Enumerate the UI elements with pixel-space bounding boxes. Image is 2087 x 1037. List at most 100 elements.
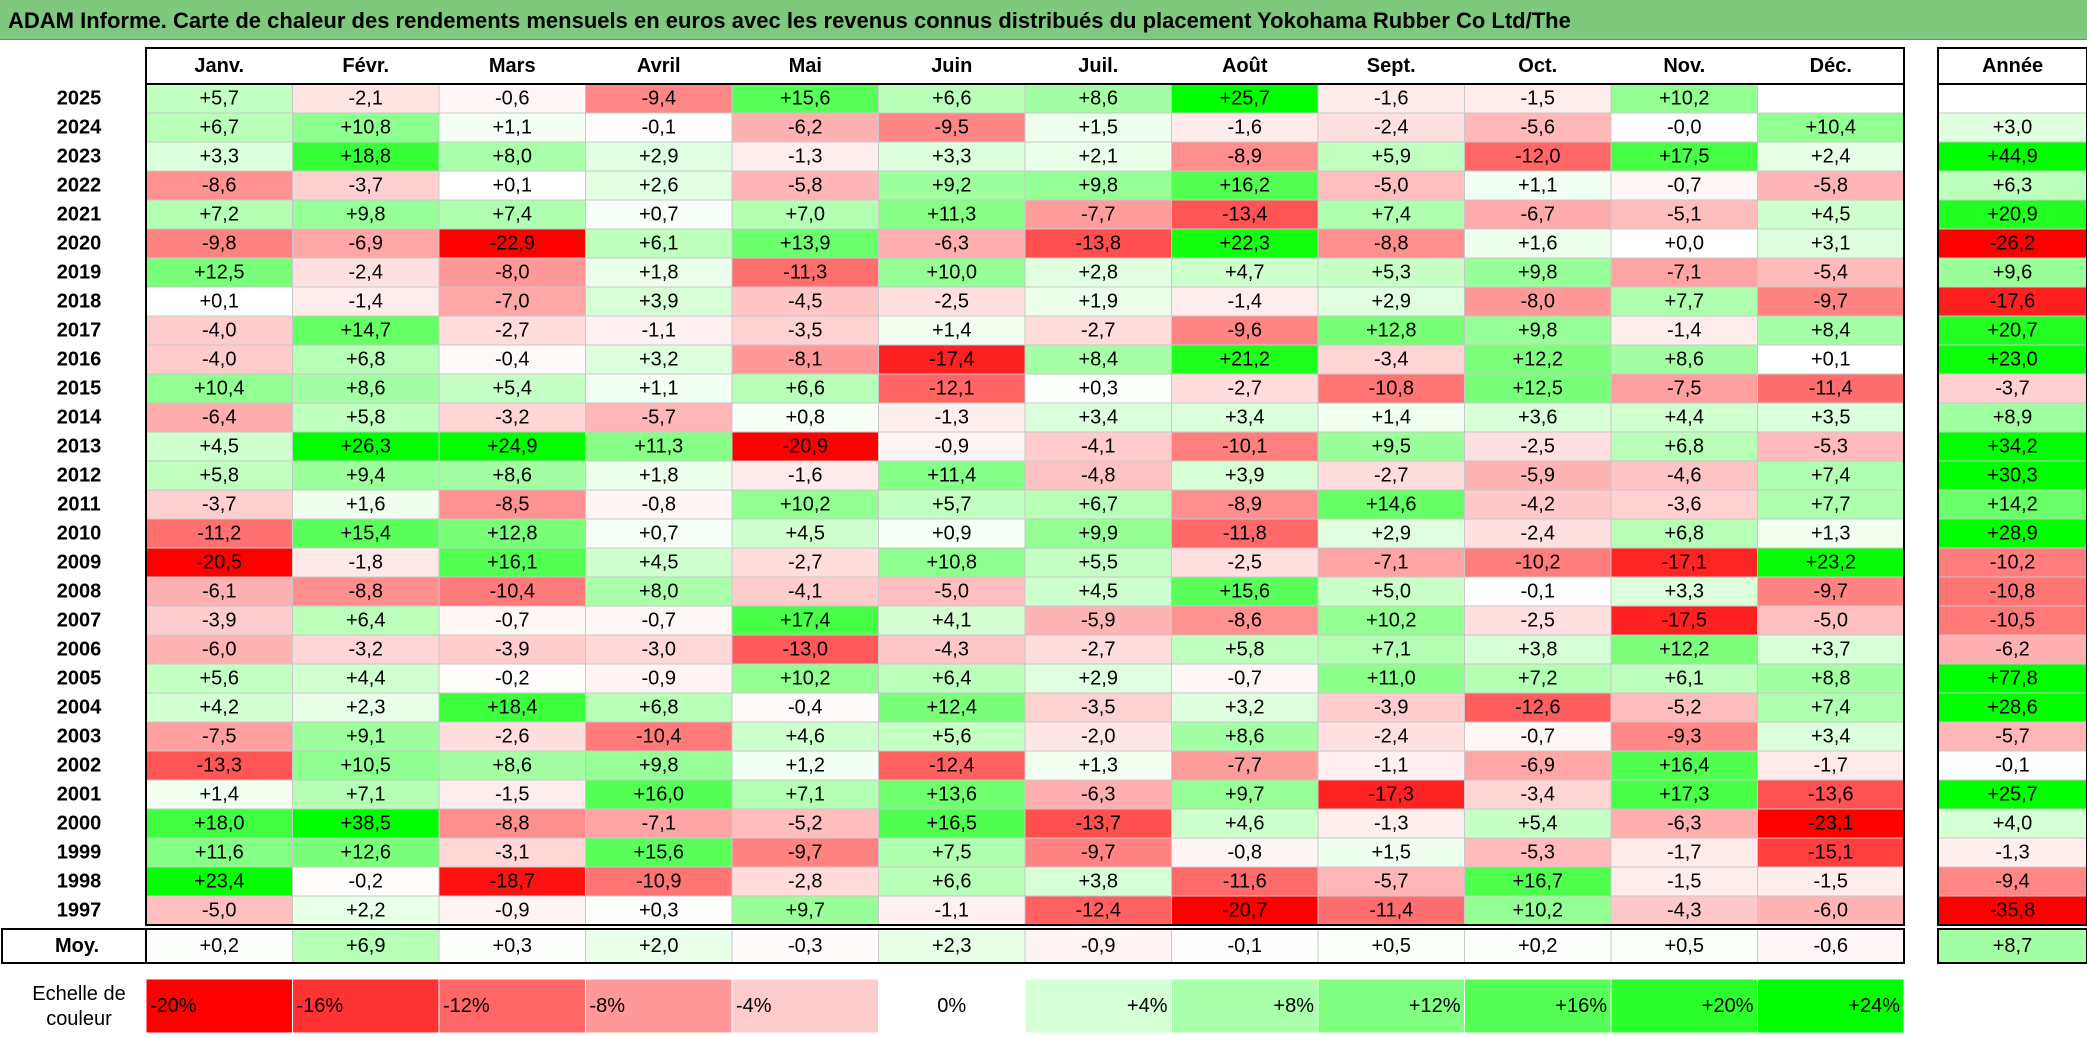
- heatmap-cell: [1171, 605, 1319, 636]
- cell-value: +9,4: [346, 465, 385, 487]
- cell-value: -12,0: [1515, 146, 1561, 168]
- cell-value: -0,1: [1521, 581, 1555, 603]
- average-row-label: Moy.: [55, 935, 99, 957]
- annual-value: +6,3: [1993, 175, 2032, 197]
- cell-value: +8,4: [1079, 349, 1118, 371]
- cell-value: -6,0: [202, 639, 236, 661]
- heatmap-cell: [1171, 750, 1319, 781]
- cell-value: +3,9: [639, 291, 678, 313]
- cell-value: -3,2: [349, 639, 383, 661]
- cell-value: +1,3: [1079, 755, 1118, 777]
- cell-value: -5,0: [935, 581, 969, 603]
- cell-value: +24,9: [487, 436, 538, 458]
- cell-value: +16,1: [487, 552, 538, 574]
- cell-value: +9,8: [1518, 320, 1557, 342]
- heatmap-cell: [878, 605, 1026, 636]
- heatmap-cell: [1317, 170, 1465, 201]
- annual-cell: [1937, 460, 2087, 491]
- cell-value: +7,4: [1372, 204, 1411, 226]
- cell-value: -8,0: [1521, 291, 1555, 313]
- average-cell: [1024, 928, 1172, 964]
- year-label-2012: 2012: [57, 465, 102, 487]
- cell-value: +23,4: [194, 871, 245, 893]
- average-annual-cell: [1937, 928, 2087, 964]
- cell-value: +4,7: [1225, 262, 1264, 284]
- cell-value: -17,1: [1661, 552, 1707, 574]
- cell-value: +5,0: [1372, 581, 1411, 603]
- cell-value: +8,6: [1665, 349, 1704, 371]
- cell-value: +23,2: [1805, 552, 1856, 574]
- cell-value: -3,9: [495, 639, 529, 661]
- cell-value: +8,6: [1225, 726, 1264, 748]
- cell-value: -6,9: [349, 233, 383, 255]
- annual-value: +28,6: [1987, 697, 2038, 719]
- cell-value: +18,4: [487, 697, 538, 719]
- heatmap-cell: [145, 808, 293, 839]
- cell-value: -8,5: [495, 494, 529, 516]
- cell-value: +13,6: [926, 784, 977, 806]
- year-label-2013: 2013: [57, 436, 102, 458]
- heatmap-cell: [1757, 170, 1905, 201]
- cell-value: -1,7: [1667, 842, 1701, 864]
- heatmap-cell: [731, 547, 879, 578]
- heatmap-cell: [878, 518, 1026, 549]
- cell-value: +8,8: [1811, 668, 1850, 690]
- annual-cell: [1937, 402, 2087, 433]
- heatmap-cell: [145, 228, 293, 259]
- color-scale-swatch: [1464, 978, 1612, 1034]
- cell-value: -0,9: [935, 436, 969, 458]
- cell-value: -5,2: [1667, 697, 1701, 719]
- cell-value: +6,6: [932, 88, 971, 110]
- heatmap-cell: [878, 808, 1026, 839]
- color-scale-swatch: [731, 978, 879, 1034]
- cell-value: -17,3: [1368, 784, 1414, 806]
- heatmap-cell: [1171, 315, 1319, 346]
- annual-cell: [1937, 895, 2087, 926]
- cell-value: -11,2: [197, 523, 241, 545]
- average-value: +0,3: [493, 935, 532, 957]
- annual-value: -9,4: [1995, 871, 2029, 893]
- cell-value: -5,0: [1814, 610, 1848, 632]
- year-label-2001: 2001: [57, 784, 102, 806]
- cell-value: -1,5: [1667, 871, 1701, 893]
- heatmap-cell: [731, 431, 879, 462]
- cell-value: -9,7: [1081, 842, 1115, 864]
- cell-value: -1,6: [1228, 117, 1262, 139]
- cell-value: -6,3: [1081, 784, 1115, 806]
- annual-cell: [1937, 83, 2087, 114]
- cell-value: -3,6: [1667, 494, 1701, 516]
- heatmap-cell: [438, 750, 586, 781]
- cell-value: +16,4: [1659, 755, 1710, 777]
- cell-value: -0,8: [642, 494, 676, 516]
- cell-value: +6,7: [200, 117, 239, 139]
- heatmap-cell: [585, 605, 733, 636]
- cell-value: +10,8: [926, 552, 977, 574]
- annual-value: -26,2: [1990, 233, 2036, 255]
- heatmap-cell: [585, 141, 733, 172]
- cell-value: +7,4: [493, 204, 532, 226]
- cell-value: -2,7: [1228, 378, 1262, 400]
- color-scale-label: -16%: [297, 995, 344, 1017]
- heatmap-cell: [1757, 547, 1905, 578]
- annual-value: -6,2: [1995, 639, 2029, 661]
- cell-value: +15,4: [340, 523, 391, 545]
- cell-value: -0,9: [642, 668, 676, 690]
- cell-value: +1,6: [346, 494, 385, 516]
- heatmap-cell: [1317, 779, 1465, 810]
- heatmap-cell: [878, 866, 1026, 897]
- annual-cell: [1937, 750, 2087, 781]
- cell-value: +0,1: [200, 291, 239, 313]
- heatmap-cell: [438, 141, 586, 172]
- cell-value: +18,0: [194, 813, 245, 835]
- cell-value: +8,6: [1079, 88, 1118, 110]
- cell-value: +8,0: [493, 146, 532, 168]
- heatmap-cell: [1757, 344, 1905, 375]
- column-header-9: Sept.: [1367, 55, 1416, 77]
- heatmap-cell: [1464, 286, 1612, 317]
- heatmap-cell: [1171, 808, 1319, 839]
- heatmap-cell: [1757, 518, 1905, 549]
- cell-value: -2,5: [1521, 610, 1555, 632]
- year-label-2020: 2020: [57, 233, 102, 255]
- heatmap-cell: [1610, 286, 1758, 317]
- year-label-2025: 2025: [57, 88, 102, 110]
